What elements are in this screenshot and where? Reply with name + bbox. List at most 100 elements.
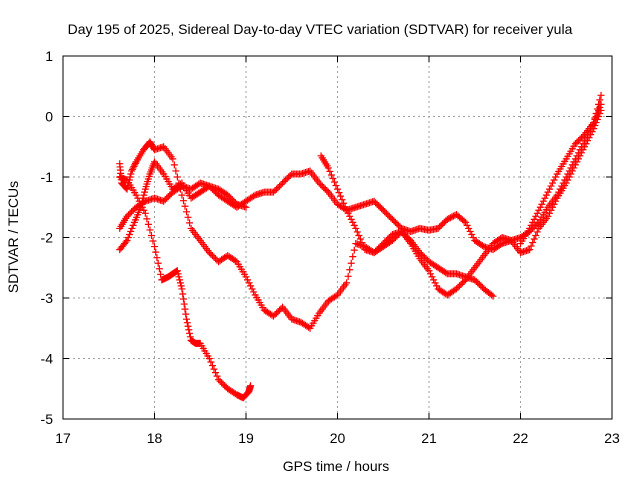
data-point (549, 179, 557, 187)
data-point (125, 211, 133, 219)
series-3 (116, 173, 255, 402)
data-point (175, 273, 183, 281)
data-point (562, 179, 570, 187)
data-point (571, 161, 579, 169)
data-point (161, 196, 169, 204)
data-point (173, 267, 181, 275)
data-point (385, 212, 393, 220)
data-point (533, 209, 541, 217)
data-point (166, 191, 174, 199)
data-point (433, 282, 441, 290)
data-point (381, 208, 389, 216)
data-point (545, 185, 553, 193)
data-point (576, 152, 584, 160)
data-point (550, 176, 558, 184)
data-point (329, 175, 337, 183)
data-point (393, 220, 401, 228)
data-point (127, 170, 135, 178)
data-point (344, 272, 352, 280)
data-point (152, 248, 160, 256)
data-point (352, 224, 360, 232)
data-point (221, 382, 229, 390)
data-point (172, 167, 180, 175)
data-point (349, 218, 357, 226)
data-point (210, 365, 218, 373)
data-point (247, 382, 255, 390)
data-point (592, 113, 600, 120)
data-point (179, 290, 187, 298)
data-point (584, 137, 592, 145)
data-point (176, 276, 184, 284)
data-point (547, 182, 555, 190)
data-point (129, 206, 137, 214)
data-point (550, 200, 558, 208)
data-point (131, 161, 139, 169)
data-point (460, 277, 468, 285)
data-point (160, 197, 168, 205)
data-point (538, 200, 546, 208)
data-point (346, 212, 354, 220)
data-point (151, 243, 158, 251)
data-point (141, 209, 149, 217)
data-point (539, 197, 547, 205)
data-point (527, 242, 535, 250)
data-point (422, 255, 430, 263)
data-point (208, 252, 216, 260)
y-tick-label: 1 (45, 48, 53, 64)
data-point (144, 220, 152, 228)
data-point (250, 192, 258, 200)
data-point (125, 230, 133, 238)
data-point (321, 185, 329, 193)
data-point (131, 159, 139, 167)
grid-lines (63, 56, 612, 419)
data-point (468, 230, 476, 238)
data-point (128, 167, 136, 175)
data-point (127, 227, 135, 235)
data-point (250, 288, 258, 296)
data-point (570, 164, 578, 172)
data-point (122, 238, 130, 246)
data-point (123, 237, 131, 245)
data-point (349, 253, 357, 261)
data-point (544, 188, 552, 196)
data-point (469, 234, 477, 241)
data-point (177, 282, 185, 290)
data-point (130, 162, 138, 170)
data-point (443, 215, 451, 223)
data-point (179, 197, 187, 205)
data-point (205, 249, 213, 257)
y-tick-label: -5 (41, 411, 54, 427)
data-point (388, 237, 396, 245)
data-point (169, 155, 177, 163)
data-point (147, 231, 155, 239)
data-point (564, 176, 572, 184)
data-point (170, 161, 178, 169)
data-point (129, 164, 137, 172)
data-point (173, 173, 181, 181)
y-tick-label: -2 (41, 230, 54, 246)
data-point (390, 235, 398, 243)
data-point (477, 282, 485, 290)
data-point (597, 91, 605, 99)
data-point (141, 188, 149, 196)
data-point (126, 173, 134, 181)
data-point (282, 176, 290, 184)
x-tick-label: 20 (330, 430, 346, 446)
data-point (459, 279, 467, 287)
data-point (324, 164, 332, 172)
data-point (390, 217, 398, 225)
data-point (273, 309, 280, 317)
data-point (565, 173, 573, 181)
data-point (545, 209, 553, 217)
data-point (373, 200, 381, 208)
data-point (581, 143, 589, 151)
data-point (350, 246, 358, 254)
data-point (149, 237, 157, 245)
data-point (343, 206, 351, 214)
data-point (596, 103, 604, 111)
data-point (207, 250, 215, 258)
data-point (179, 295, 187, 303)
data-point (332, 182, 340, 190)
data-point (123, 212, 131, 220)
